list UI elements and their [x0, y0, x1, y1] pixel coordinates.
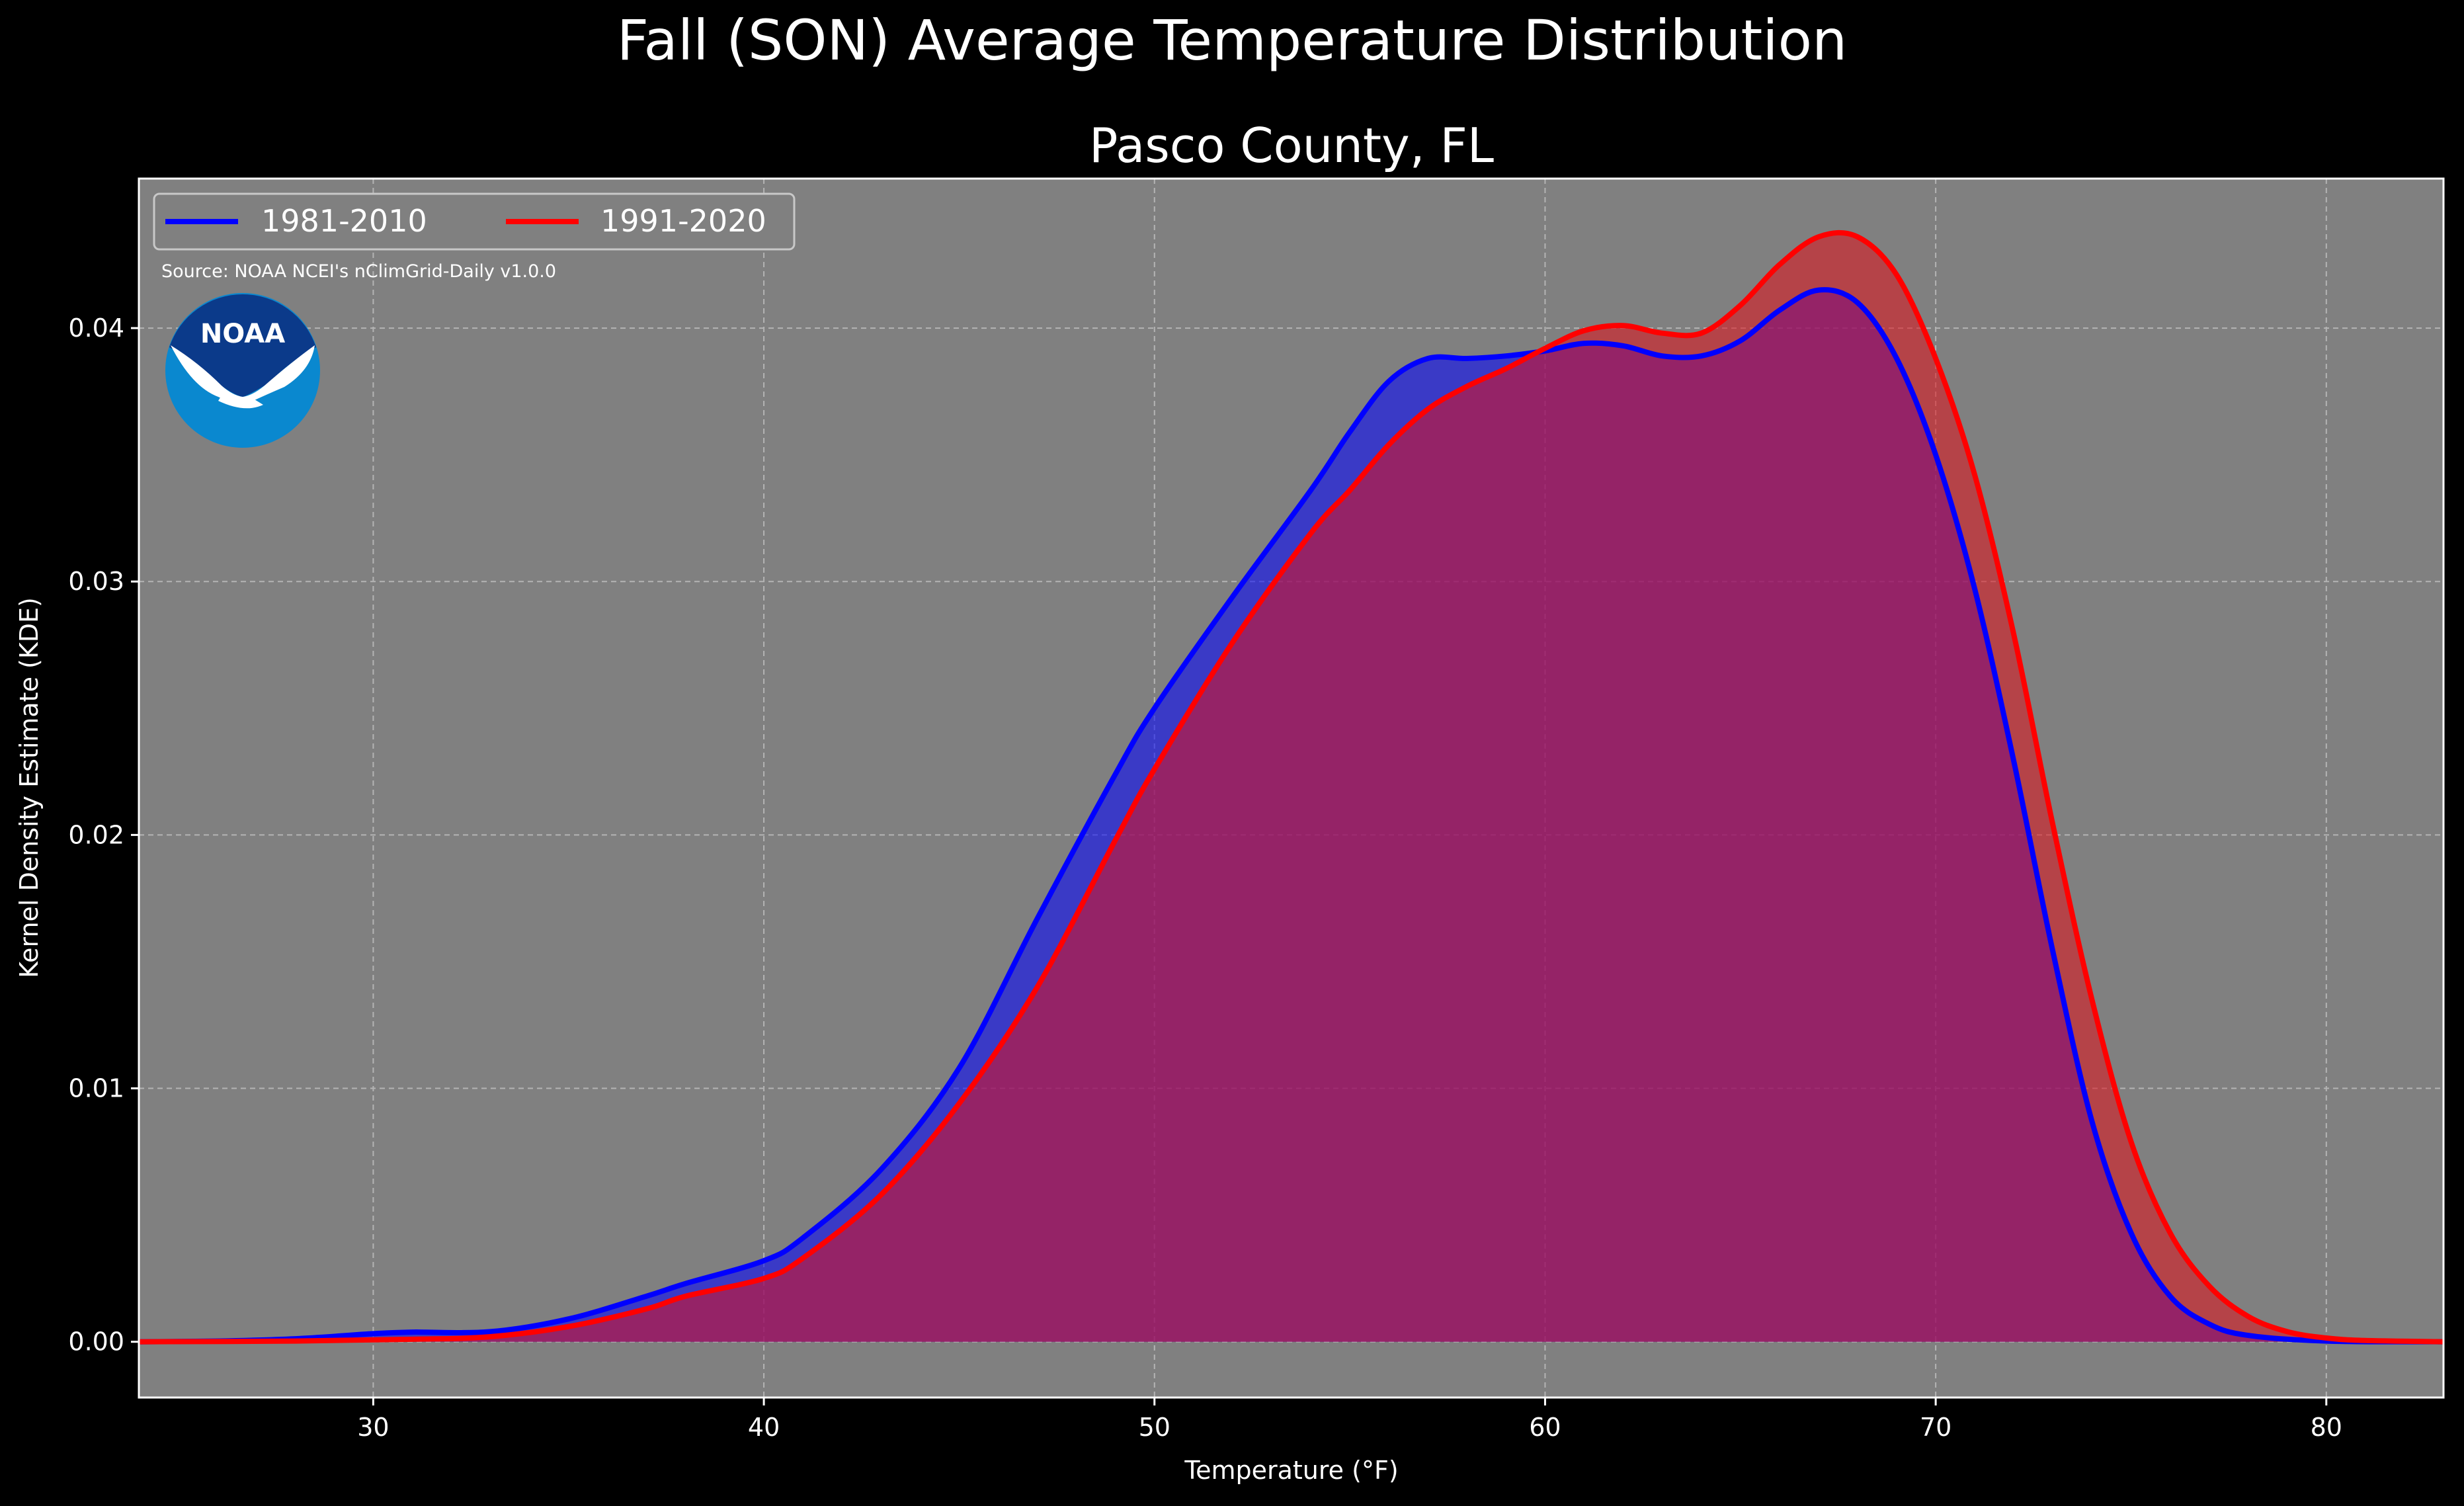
- density-lines: [138, 230, 2444, 1345]
- x-tick-label: 30: [357, 1413, 389, 1442]
- x-axis-label: Temperature (°F): [1184, 1456, 1398, 1485]
- y-tick-label: 0.00: [68, 1327, 124, 1357]
- legend: 1981-2010 1991-2020: [153, 192, 796, 251]
- y-tick-label: 0.03: [68, 567, 124, 596]
- noaa-logo: NOAA: [165, 293, 320, 448]
- y-tick-label: 0.02: [68, 820, 124, 849]
- legend-label-1981-2010: 1981-2010: [261, 203, 427, 239]
- area-1991-2020: [139, 232, 2443, 1342]
- chart-title: Pasco County, FL: [1089, 118, 1494, 173]
- x-tick-label: 70: [1920, 1413, 1951, 1442]
- y-tick-label: 0.04: [68, 314, 124, 343]
- noaa-bird-icon: [171, 345, 315, 405]
- noaa-bird-tail: [218, 396, 263, 409]
- line-1981-2010: [138, 287, 2444, 1345]
- y-axis: 0.00 0.01 0.02 0.03 0.04: [68, 314, 139, 1357]
- line-1991-2020: [138, 230, 2444, 1345]
- x-tick-label: 50: [1139, 1413, 1170, 1442]
- x-tick-label: 80: [2311, 1413, 2342, 1442]
- y-axis-label: Kernel Density Estimate (KDE): [15, 597, 44, 978]
- x-tick-label: 40: [748, 1413, 780, 1442]
- noaa-logo-text: NOAA: [200, 319, 285, 349]
- legend-label-1991-2020: 1991-2020: [600, 203, 766, 239]
- legend-frame: [153, 192, 796, 251]
- source-note: Source: NOAA NCEI's nClimGrid-Daily v1.0…: [161, 261, 556, 282]
- plot-frame: [138, 177, 2445, 1399]
- y-tick-label: 0.01: [68, 1074, 124, 1103]
- density-areas: [139, 232, 2443, 1342]
- x-tick-label: 60: [1529, 1413, 1561, 1442]
- figure-suptitle: Fall (SON) Average Temperature Distribut…: [616, 8, 1848, 73]
- x-axis: 30 40 50 60 70 80: [357, 1398, 2342, 1442]
